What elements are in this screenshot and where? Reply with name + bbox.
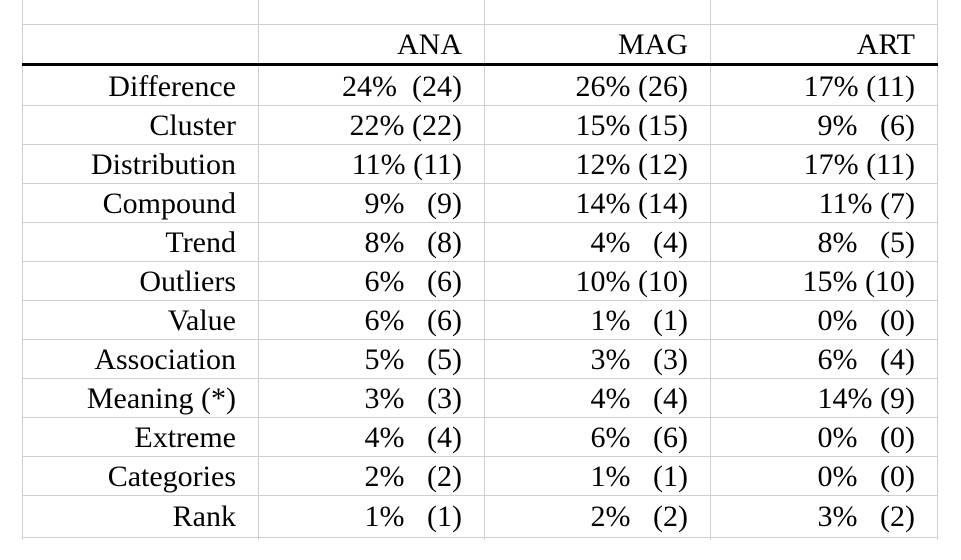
header-cell-art[interactable]: ART: [856, 28, 915, 61]
header-cell-mag[interactable]: MAG: [617, 28, 688, 61]
ana-value-cell[interactable]: 2% (2): [364, 460, 462, 493]
grid-line: [484, 0, 485, 540]
row-label-cell[interactable]: Rank: [172, 500, 236, 533]
row-label-cell[interactable]: Association: [94, 343, 236, 376]
grid-line: [22, 417, 938, 418]
art-value-cell[interactable]: 0% (0): [817, 304, 915, 337]
ana-value-cell[interactable]: 9% (9): [364, 187, 462, 220]
mag-value-cell[interactable]: 10% (10): [575, 265, 688, 298]
row-label-cell[interactable]: Trend: [165, 226, 236, 259]
ana-value-cell[interactable]: 8% (8): [364, 226, 462, 259]
mag-value-cell[interactable]: 4% (4): [590, 226, 688, 259]
mag-value-cell[interactable]: 1% (1): [590, 460, 688, 493]
ana-value-cell[interactable]: 5% (5): [364, 343, 462, 376]
grid-line: [22, 183, 938, 184]
row-label-cell[interactable]: Value: [167, 304, 236, 337]
art-value-cell[interactable]: 3% (2): [817, 500, 915, 533]
row-label-cell[interactable]: Difference: [108, 70, 236, 103]
ana-value-cell[interactable]: 4% (4): [364, 421, 462, 454]
grid-line: [22, 261, 938, 262]
row-label-cell[interactable]: Distribution: [90, 148, 236, 181]
ana-value-cell[interactable]: 6% (6): [364, 265, 462, 298]
art-value-cell[interactable]: 15% (10): [802, 265, 915, 298]
art-value-cell[interactable]: 6% (4): [817, 343, 915, 376]
grid-line: [22, 339, 938, 340]
row-label-cell[interactable]: Outliers: [139, 265, 236, 298]
grid-line: [22, 300, 938, 301]
grid-line: [710, 0, 711, 540]
grid-line: [258, 0, 259, 540]
mag-value-cell[interactable]: 12% (12): [575, 148, 688, 181]
grid-line: [22, 537, 938, 538]
art-value-cell[interactable]: 14% (9): [817, 382, 915, 415]
grid-line: [22, 0, 23, 540]
mag-value-cell[interactable]: 15% (15): [575, 109, 688, 142]
row-label-cell[interactable]: Cluster: [149, 109, 236, 142]
grid-line: [22, 222, 938, 223]
mag-value-cell[interactable]: 3% (3): [590, 343, 688, 376]
row-label-cell[interactable]: Extreme: [134, 421, 236, 454]
mag-value-cell[interactable]: 1% (1): [590, 304, 688, 337]
grid-line: [22, 456, 938, 457]
grid-line: [22, 495, 938, 496]
grid-line: [22, 378, 938, 379]
art-value-cell[interactable]: 11% (7): [818, 187, 915, 220]
grid-line: [937, 0, 938, 540]
ana-value-cell[interactable]: 24% (24): [342, 70, 462, 103]
grid-line: [22, 24, 938, 25]
row-label-cell[interactable]: Compound: [102, 187, 236, 220]
row-label-cell[interactable]: Meaning (*): [86, 382, 236, 415]
header-rule: [22, 63, 938, 66]
grid-line: [22, 105, 938, 106]
ana-value-cell[interactable]: 3% (3): [364, 382, 462, 415]
art-value-cell[interactable]: 17% (11): [803, 70, 915, 103]
header-cell-ana[interactable]: ANA: [397, 28, 462, 61]
art-value-cell[interactable]: 8% (5): [817, 226, 915, 259]
art-value-cell[interactable]: 17% (11): [803, 148, 915, 181]
art-value-cell[interactable]: 0% (0): [817, 421, 915, 454]
art-value-cell[interactable]: 0% (0): [817, 460, 915, 493]
grid-line: [22, 144, 938, 145]
ana-value-cell[interactable]: 1% (1): [364, 500, 462, 533]
row-label-cell[interactable]: Categories: [107, 460, 236, 493]
ana-value-cell[interactable]: 6% (6): [364, 304, 462, 337]
mag-value-cell[interactable]: 6% (6): [590, 421, 688, 454]
mag-value-cell[interactable]: 26% (26): [575, 70, 688, 103]
ana-value-cell[interactable]: 22% (22): [349, 109, 462, 142]
art-value-cell[interactable]: 9% (6): [817, 109, 915, 142]
mag-value-cell[interactable]: 2% (2): [590, 500, 688, 533]
mag-value-cell[interactable]: 14% (14): [575, 187, 688, 220]
mag-value-cell[interactable]: 4% (4): [590, 382, 688, 415]
ana-value-cell[interactable]: 11% (11): [351, 148, 462, 181]
header-cell-empty[interactable]: [22, 25, 236, 64]
